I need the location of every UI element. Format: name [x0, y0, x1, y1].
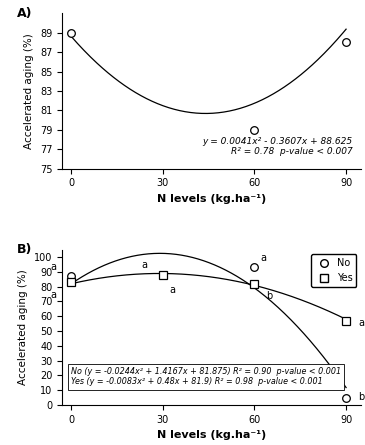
Text: b: b [266, 291, 273, 301]
Text: a: a [50, 262, 56, 272]
Legend: No, Yes: No, Yes [311, 255, 357, 287]
Line: Yes: Yes [68, 271, 350, 324]
Line: No: No [68, 263, 350, 401]
No [252, 265, 257, 270]
Text: A): A) [17, 7, 32, 20]
Yes [161, 272, 165, 277]
Text: y = 0.0041x² - 0.3607x + 88.625
R² = 0.78  p-value < 0.007: y = 0.0041x² - 0.3607x + 88.625 R² = 0.7… [202, 137, 352, 156]
Y-axis label: Accelerated aging (%): Accelerated aging (%) [24, 33, 34, 149]
Yes [252, 281, 257, 286]
Text: a: a [169, 285, 175, 295]
Text: B): B) [17, 243, 32, 256]
No [161, 272, 165, 277]
Text: a: a [358, 318, 364, 328]
Text: a: a [50, 290, 56, 299]
Y-axis label: Accelerated aging (%): Accelerated aging (%) [18, 269, 28, 385]
Text: a: a [261, 253, 266, 263]
Text: a: a [142, 260, 147, 270]
No [344, 395, 348, 400]
X-axis label: N levels (kg.ha⁻¹): N levels (kg.ha⁻¹) [157, 430, 266, 440]
Text: No (y = -0.0244x² + 1.4167x + 81.875) R² = 0.90  p-value < 0.001
Yes (y = -0.008: No (y = -0.0244x² + 1.4167x + 81.875) R²… [71, 367, 341, 386]
X-axis label: N levels (kg.ha⁻¹): N levels (kg.ha⁻¹) [157, 194, 266, 204]
No [69, 274, 73, 279]
Yes [69, 279, 73, 285]
Text: b: b [358, 392, 365, 402]
Yes [344, 318, 348, 323]
